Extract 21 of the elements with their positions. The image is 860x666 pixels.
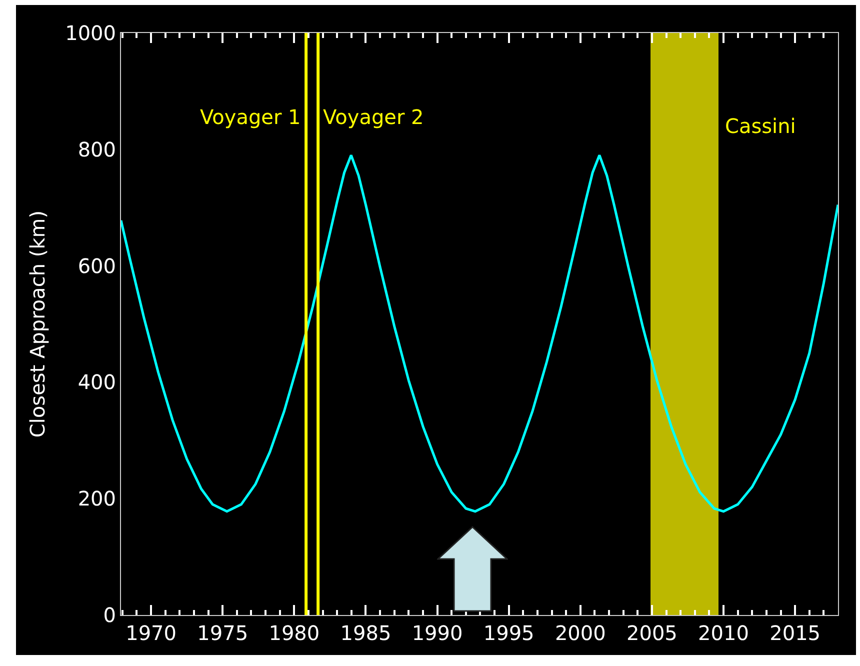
y-tick-label: 1000 (65, 21, 116, 45)
y-tick-label: 0 (103, 603, 116, 627)
y-axis-title: Closest Approach (km) (26, 210, 50, 438)
y-tick-label: 200 (78, 486, 116, 511)
x-tick-label: 2000 (554, 621, 606, 645)
x-tick-label: 1970 (126, 621, 177, 645)
x-tick-label: 1975 (197, 621, 248, 645)
x-tick-label: 1980 (268, 621, 320, 645)
x-tick-label: 1985 (340, 621, 392, 645)
x-tick-label: 1995 (483, 621, 534, 645)
x-tick-label: 1990 (412, 621, 463, 645)
ref-line-label: Voyager 2 (323, 105, 424, 129)
y-tick-label: 400 (78, 370, 116, 394)
x-tick-label: 2015 (770, 621, 821, 645)
x-tick-label: 2005 (626, 621, 678, 645)
x-tick-label: 2010 (698, 621, 749, 645)
line-series (121, 154, 838, 513)
y-tick-label: 600 (78, 254, 116, 278)
y-tick-label: 800 (78, 137, 116, 162)
band-label: Cassini (725, 114, 796, 138)
ref-line-label: Voyager 1 (200, 105, 301, 129)
